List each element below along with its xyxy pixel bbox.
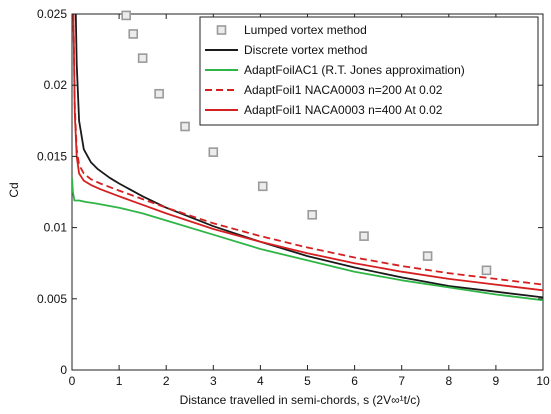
- legend-label: AdaptFoil1 NACA0003 n=200 At 0.02: [244, 83, 443, 97]
- lumped-vortex-point: [481, 265, 492, 276]
- lumped-vortex-point: [208, 147, 219, 157]
- lumped-vortex-point: [307, 209, 318, 220]
- lumped-vortex-point: [180, 121, 190, 132]
- y-tick-label: 0: [60, 363, 67, 377]
- lumped-vortex-point: [422, 251, 433, 261]
- legend-label: AdaptFoil1 NACA0003 n=400 At 0.02: [244, 103, 443, 117]
- lumped-vortex-point: [137, 53, 148, 63]
- series-line-3: [72, 14, 543, 286]
- legend-box: [199, 16, 539, 126]
- y-tick-label: 0.01: [44, 221, 68, 235]
- legend-label: Discrete vortex method: [244, 43, 367, 57]
- y-tick-label: 0.005: [37, 292, 67, 306]
- x-tick-label: 3: [210, 374, 217, 388]
- x-tick-label: 4: [257, 374, 264, 388]
- legend-marker: [216, 25, 227, 35]
- series-layer: [72, 14, 543, 302]
- y-tick-label: 0.02: [44, 78, 68, 92]
- marker-layer: [121, 10, 492, 276]
- x-tick-label: 10: [536, 374, 550, 388]
- x-tick-label: 6: [351, 374, 358, 388]
- x-tick-label: 0: [69, 374, 76, 388]
- lumped-vortex-point: [257, 181, 268, 192]
- lumped-vortex-point: [121, 10, 131, 21]
- y-tick-label: 0.015: [37, 149, 67, 163]
- series-line-1: [74, 14, 543, 299]
- legend: Lumped vortex method Discrete vortex meth…: [199, 16, 539, 126]
- x-axis-label: Distance travelled in semi-chords, s (2V…: [180, 393, 421, 407]
- series-line-4: [72, 14, 543, 292]
- legend-label: Lumped vortex method: [244, 23, 367, 37]
- x-tick-label: 8: [445, 374, 452, 388]
- lumped-vortex-point: [154, 88, 164, 99]
- x-tick-label: 5: [304, 374, 311, 388]
- x-tick-label: 7: [398, 374, 405, 388]
- x-tick-label: 2: [163, 374, 170, 388]
- x-tick-label: 1: [116, 374, 123, 388]
- y-tick-label: 0.025: [37, 7, 67, 21]
- series-line-2: [72, 177, 543, 302]
- lumped-vortex-point: [359, 231, 369, 241]
- lumped-vortex-point: [128, 29, 139, 39]
- y-axis-label: Cd: [7, 182, 21, 197]
- x-tick-label: 9: [493, 374, 500, 388]
- legend-label: AdaptFoilAC1 (R.T. Jones approximation): [244, 63, 465, 77]
- axis-ticks: 0 1 2 3 4 5 6 7 8 9 10 0 0.005 0.01 0.015 0.02 0.025: [37, 7, 550, 388]
